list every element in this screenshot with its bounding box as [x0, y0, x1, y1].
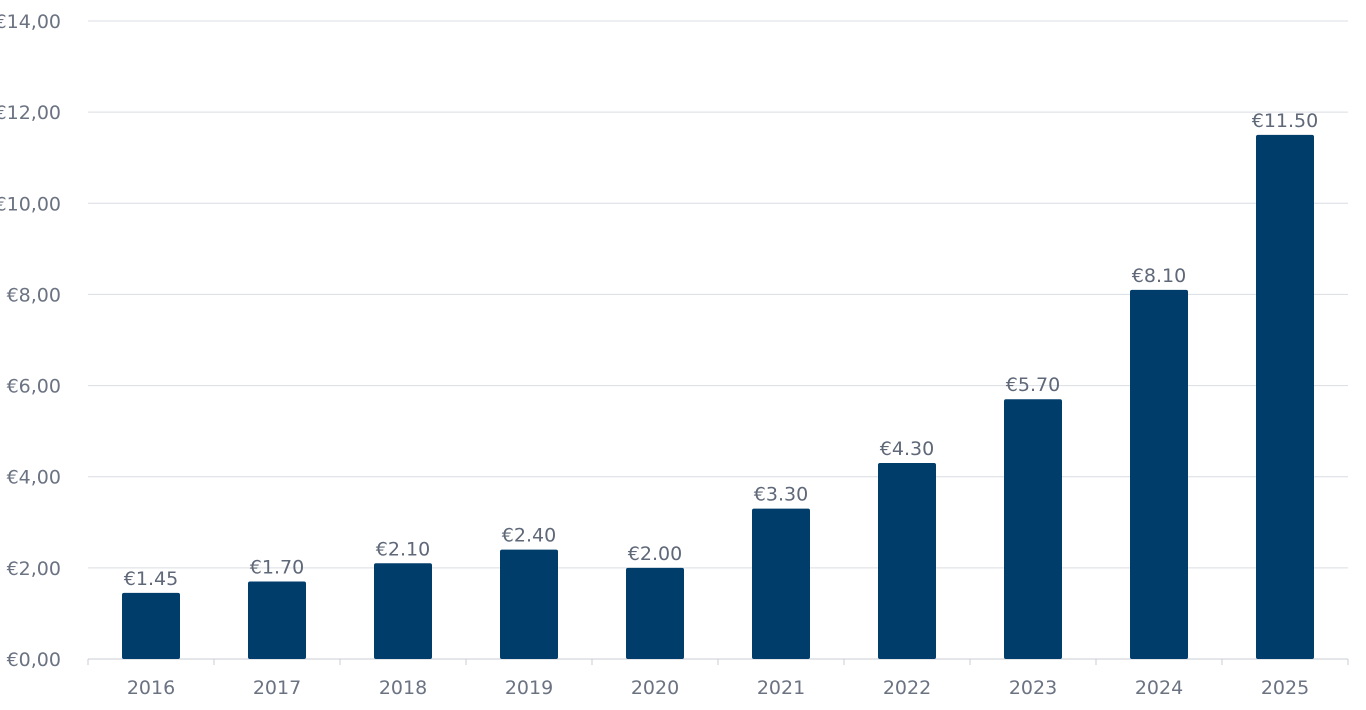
bar-2018	[374, 563, 432, 659]
data-label-2019: €2.40	[502, 525, 556, 547]
data-label-2016: €1.45	[124, 568, 178, 590]
bar-2025	[1256, 134, 1314, 659]
bar-2021	[752, 508, 810, 659]
bar-2017	[248, 581, 306, 659]
bar-2019	[500, 549, 558, 659]
bars	[122, 134, 1314, 659]
data-label-2021: €3.30	[754, 484, 808, 506]
y-tick-label: €0,00	[7, 649, 61, 671]
bar-2016	[122, 592, 180, 659]
data-label-2023: €5.70	[1006, 374, 1060, 396]
y-tick-label: €8,00	[7, 284, 61, 306]
bar-2023	[1004, 399, 1062, 659]
y-tick-label: €12,00	[0, 102, 61, 124]
y-tick-label: €10,00	[0, 193, 61, 215]
data-label-2018: €2.10	[376, 538, 430, 560]
x-tick-label-2018: 2018	[379, 677, 427, 699]
y-tick-label: €4,00	[7, 467, 61, 489]
data-label-2022: €4.30	[880, 438, 934, 460]
x-axis-tick-labels: 2016 2017 2018 2019 2020 2021 2022 2023 2024 2025	[127, 677, 1309, 699]
x-tick-label-2019: 2019	[505, 677, 553, 699]
data-label-2020: €2.00	[628, 543, 682, 565]
bar-2024	[1130, 289, 1188, 659]
x-tick-label-2016: 2016	[127, 677, 175, 699]
y-tick-label: €14,00	[0, 11, 61, 33]
y-tick-label: €2,00	[7, 558, 61, 580]
data-label-2017: €1.70	[250, 557, 304, 579]
x-tick-label-2021: 2021	[757, 677, 805, 699]
x-tick-label-2023: 2023	[1009, 677, 1057, 699]
y-axis-tick-labels: €0,00 €2,00 €4,00 €6,00 €8,00 €10,00 €12,00 €14…	[0, 11, 61, 671]
x-tick-label-2017: 2017	[253, 677, 301, 699]
bar-2020	[626, 567, 684, 659]
data-labels: €1.45 €1.70 €2.10 €2.40 €2.00 €3.30 €4.30 €5.70…	[124, 110, 1318, 590]
x-tick-label-2025: 2025	[1261, 677, 1309, 699]
x-tick-label-2020: 2020	[631, 677, 679, 699]
data-label-2024: €8.10	[1132, 265, 1186, 287]
x-tick-label-2022: 2022	[883, 677, 931, 699]
gridlines	[87, 20, 1349, 665]
y-tick-label: €6,00	[7, 376, 61, 398]
x-tick-label-2024: 2024	[1135, 677, 1183, 699]
bar-2022	[878, 463, 936, 659]
data-label-2025: €11.50	[1252, 110, 1318, 132]
